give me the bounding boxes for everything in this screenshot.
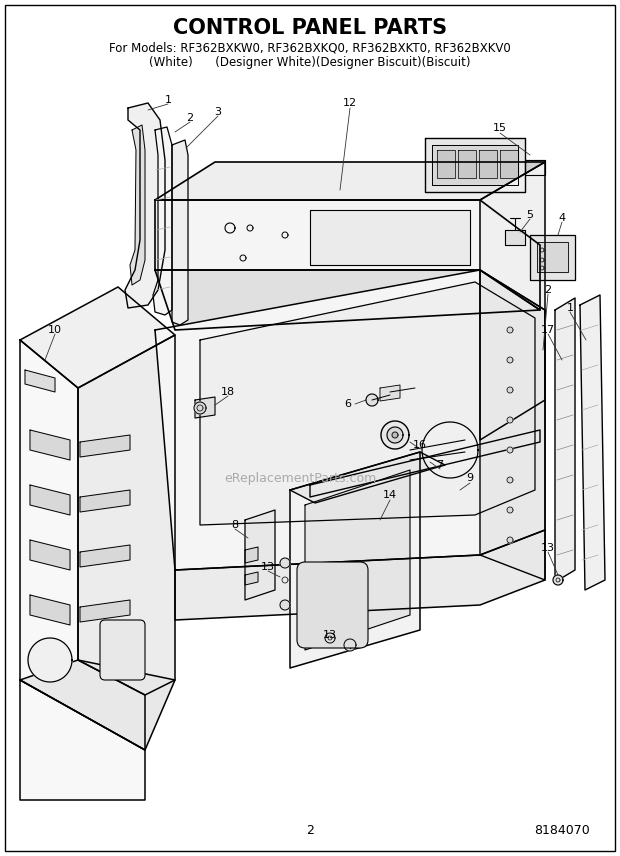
Polygon shape [507, 447, 513, 453]
Polygon shape [30, 485, 70, 515]
Polygon shape [537, 242, 568, 272]
Text: 2: 2 [544, 285, 552, 295]
Polygon shape [580, 295, 605, 590]
Polygon shape [432, 145, 518, 185]
Text: 2: 2 [187, 113, 193, 123]
Text: 13: 13 [323, 630, 337, 640]
Polygon shape [200, 282, 535, 525]
Polygon shape [155, 270, 545, 570]
Polygon shape [555, 298, 575, 582]
Polygon shape [78, 335, 175, 695]
Polygon shape [175, 530, 545, 620]
Polygon shape [80, 435, 130, 457]
Text: 12: 12 [343, 98, 357, 108]
Polygon shape [20, 680, 145, 800]
Polygon shape [153, 127, 172, 315]
Polygon shape [507, 477, 513, 483]
Polygon shape [422, 422, 478, 478]
Polygon shape [480, 270, 545, 580]
Polygon shape [30, 540, 70, 570]
Polygon shape [381, 421, 409, 449]
Text: 17: 17 [541, 325, 555, 335]
Text: 14: 14 [383, 490, 397, 500]
Polygon shape [507, 537, 513, 543]
Text: 8184070: 8184070 [534, 823, 590, 836]
Text: For Models: RF362BXKW0, RF362BXKQ0, RF362BXKT0, RF362BXKV0: For Models: RF362BXKW0, RF362BXKQ0, RF36… [109, 41, 511, 55]
Polygon shape [310, 210, 470, 265]
Polygon shape [245, 510, 275, 600]
Text: 13: 13 [541, 543, 555, 553]
Text: 13: 13 [261, 562, 275, 572]
Polygon shape [80, 545, 130, 567]
Polygon shape [387, 427, 403, 443]
Polygon shape [172, 140, 188, 325]
Text: 10: 10 [48, 325, 62, 335]
Polygon shape [280, 558, 290, 568]
Text: 5: 5 [526, 210, 533, 220]
Polygon shape [500, 150, 518, 178]
Polygon shape [80, 490, 130, 512]
Text: 18: 18 [221, 387, 235, 397]
Text: 4: 4 [559, 213, 565, 223]
Polygon shape [305, 470, 410, 650]
Text: 1: 1 [164, 95, 172, 105]
Text: 15: 15 [493, 123, 507, 133]
Polygon shape [507, 357, 513, 363]
Polygon shape [437, 150, 455, 178]
Polygon shape [280, 600, 290, 610]
Polygon shape [380, 385, 400, 401]
Text: eReplacementParts.com: eReplacementParts.com [224, 472, 376, 484]
Polygon shape [507, 417, 513, 423]
Text: 16: 16 [413, 440, 427, 450]
Polygon shape [155, 270, 540, 330]
Polygon shape [505, 230, 525, 245]
Text: 8: 8 [231, 520, 239, 530]
FancyBboxPatch shape [297, 562, 368, 648]
Text: (White)      (Designer White)(Designer Biscuit)(Biscuit): (White) (Designer White)(Designer Biscui… [149, 56, 471, 68]
Polygon shape [507, 507, 513, 513]
Polygon shape [155, 162, 545, 200]
Polygon shape [30, 595, 70, 625]
Polygon shape [155, 200, 540, 310]
Polygon shape [392, 432, 398, 438]
Text: CONTROL PANEL PARTS: CONTROL PANEL PARTS [173, 18, 447, 38]
Polygon shape [507, 327, 513, 333]
Polygon shape [458, 150, 476, 178]
Text: 7: 7 [436, 460, 443, 470]
Polygon shape [525, 160, 545, 175]
Polygon shape [28, 638, 72, 682]
Polygon shape [20, 287, 175, 388]
Polygon shape [25, 370, 55, 392]
Polygon shape [310, 430, 540, 497]
Text: 6: 6 [345, 399, 352, 409]
Polygon shape [20, 660, 175, 750]
Polygon shape [194, 402, 206, 414]
Polygon shape [425, 138, 525, 192]
Polygon shape [245, 547, 258, 563]
Polygon shape [344, 639, 356, 651]
Polygon shape [290, 452, 445, 503]
Text: 1: 1 [567, 303, 574, 313]
Polygon shape [80, 600, 130, 622]
Polygon shape [290, 452, 420, 668]
Polygon shape [366, 394, 378, 406]
Polygon shape [195, 397, 215, 418]
Polygon shape [530, 235, 575, 280]
Polygon shape [30, 430, 70, 460]
Polygon shape [245, 572, 258, 585]
Polygon shape [20, 340, 145, 750]
Text: 2: 2 [306, 823, 314, 836]
Polygon shape [125, 103, 165, 308]
Polygon shape [479, 150, 497, 178]
Text: 3: 3 [215, 107, 221, 117]
Polygon shape [507, 387, 513, 393]
Polygon shape [130, 125, 145, 285]
Polygon shape [325, 633, 335, 643]
FancyBboxPatch shape [100, 620, 145, 680]
Text: 9: 9 [466, 473, 474, 483]
Polygon shape [480, 162, 545, 440]
Polygon shape [553, 575, 563, 585]
